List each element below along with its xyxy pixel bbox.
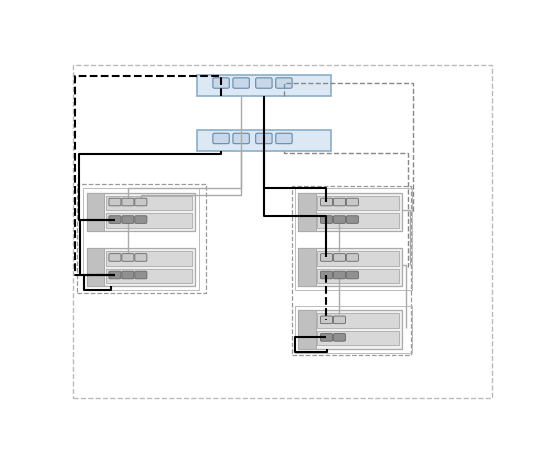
FancyBboxPatch shape xyxy=(122,216,134,223)
FancyBboxPatch shape xyxy=(276,133,292,144)
Bar xyxy=(317,314,399,328)
Bar xyxy=(317,213,399,228)
FancyBboxPatch shape xyxy=(109,198,121,206)
Bar xyxy=(197,75,331,95)
FancyBboxPatch shape xyxy=(135,254,147,261)
FancyBboxPatch shape xyxy=(135,271,147,279)
Bar xyxy=(299,310,316,348)
FancyBboxPatch shape xyxy=(233,78,250,88)
Bar xyxy=(292,186,411,356)
FancyBboxPatch shape xyxy=(320,254,333,261)
Bar xyxy=(295,306,412,353)
Bar xyxy=(299,248,316,286)
FancyBboxPatch shape xyxy=(256,78,272,88)
Bar xyxy=(317,251,399,266)
Bar xyxy=(84,188,199,290)
FancyBboxPatch shape xyxy=(109,216,121,223)
FancyBboxPatch shape xyxy=(320,333,333,341)
Bar xyxy=(197,130,331,151)
FancyBboxPatch shape xyxy=(256,133,272,144)
Bar xyxy=(317,269,399,283)
Bar xyxy=(87,248,195,286)
FancyBboxPatch shape xyxy=(334,333,345,341)
FancyBboxPatch shape xyxy=(320,271,333,279)
Bar xyxy=(106,213,192,228)
FancyBboxPatch shape xyxy=(334,254,345,261)
Bar xyxy=(87,193,195,231)
FancyBboxPatch shape xyxy=(109,254,121,261)
FancyBboxPatch shape xyxy=(276,78,292,88)
FancyBboxPatch shape xyxy=(135,216,147,223)
FancyBboxPatch shape xyxy=(346,254,358,261)
FancyBboxPatch shape xyxy=(122,271,134,279)
FancyBboxPatch shape xyxy=(122,254,134,261)
FancyBboxPatch shape xyxy=(213,78,229,88)
FancyBboxPatch shape xyxy=(320,198,333,206)
FancyBboxPatch shape xyxy=(320,316,333,324)
FancyBboxPatch shape xyxy=(233,133,250,144)
FancyBboxPatch shape xyxy=(334,216,345,223)
FancyBboxPatch shape xyxy=(346,216,358,223)
FancyBboxPatch shape xyxy=(334,271,345,279)
Bar xyxy=(87,193,104,231)
FancyBboxPatch shape xyxy=(122,198,134,206)
Bar xyxy=(295,188,412,290)
Bar xyxy=(317,196,399,210)
Bar xyxy=(106,269,192,283)
FancyBboxPatch shape xyxy=(320,216,333,223)
FancyBboxPatch shape xyxy=(346,271,358,279)
Bar xyxy=(106,251,192,266)
Bar xyxy=(299,310,402,348)
Bar xyxy=(106,196,192,210)
Bar xyxy=(299,248,402,286)
Bar xyxy=(317,331,399,346)
Bar xyxy=(87,248,104,286)
FancyBboxPatch shape xyxy=(346,198,358,206)
Bar xyxy=(77,184,206,293)
FancyBboxPatch shape xyxy=(334,198,345,206)
FancyBboxPatch shape xyxy=(213,133,229,144)
FancyBboxPatch shape xyxy=(109,271,121,279)
Bar xyxy=(299,193,316,231)
FancyBboxPatch shape xyxy=(135,198,147,206)
FancyBboxPatch shape xyxy=(334,316,345,324)
Bar xyxy=(299,193,402,231)
